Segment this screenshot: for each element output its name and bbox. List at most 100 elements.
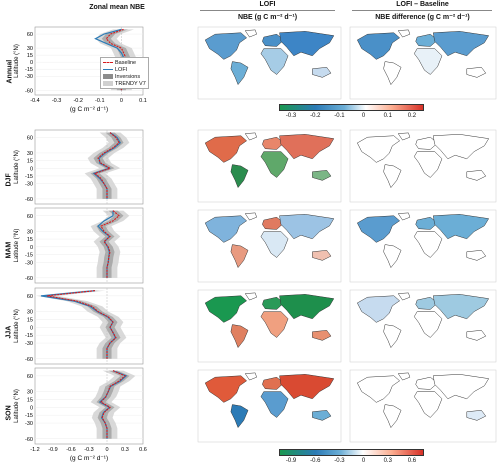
continent-au [466, 170, 487, 181]
x-tick-label: -0.1 [95, 98, 104, 104]
lat-tick-label: -15 [25, 174, 33, 180]
panel-frame [34, 287, 144, 365]
colorbar-tick-label: 0.2 [407, 113, 417, 119]
legend-lofi: LOFI [103, 66, 146, 73]
continent-eu [262, 216, 285, 230]
continent-gr [244, 212, 257, 221]
x-tick-label: 0.1 [139, 98, 147, 104]
diff-group-rule [352, 10, 492, 11]
continent-sa [383, 244, 402, 269]
lat-tick-label: -15 [25, 67, 33, 73]
continent-na [204, 135, 248, 163]
continent-sa [230, 61, 249, 86]
continent-af [413, 48, 443, 75]
diff-map-djf [349, 129, 497, 203]
y-axis-label: Latitude (°N) [14, 150, 20, 184]
legend-baseline: Baseline [103, 59, 146, 66]
lat-tick-label: 15 [27, 397, 33, 403]
x-tick-label: 0.6 [139, 447, 147, 453]
continent-as [432, 374, 490, 400]
colorbar-tick-label: 0.6 [407, 458, 417, 464]
x-tick-label: -0.3 [52, 98, 61, 104]
diff-map-jja [349, 289, 497, 363]
continent-af [260, 311, 289, 338]
continent-eu [262, 136, 285, 150]
lat-tick-label: 60 [27, 374, 33, 380]
legend: Baseline LOFI Inversions TRENDY V7 [100, 57, 149, 89]
lat-tick-label: 30 [27, 46, 33, 52]
continent-af [260, 48, 289, 75]
continent-gr [244, 29, 257, 38]
continent-au [466, 330, 487, 341]
lat-tick-label: -60 [25, 197, 33, 203]
continent-af [260, 151, 289, 178]
x-tick-label: -0.9 [48, 447, 57, 453]
x-tick-label: 0 [105, 447, 108, 453]
continent-af [413, 311, 443, 338]
lofi-map-mam [197, 209, 342, 283]
continent-gr [397, 292, 411, 301]
lofi-map-annual [197, 26, 342, 100]
continent-sa [383, 324, 402, 349]
x-tick-label: -0.4 [30, 98, 39, 104]
continent-as [432, 214, 490, 240]
continent-sa [383, 164, 402, 189]
continent-na [356, 215, 401, 243]
continent-eu [262, 296, 285, 310]
series-baseline-line [93, 132, 120, 199]
continent-na [204, 295, 248, 323]
continent-gr [397, 132, 411, 141]
continent-au [312, 170, 332, 181]
continent-af [413, 231, 443, 258]
continent-au [312, 67, 332, 78]
lat-tick-label: -15 [25, 253, 33, 259]
continent-na [204, 375, 248, 403]
continent-au [312, 250, 332, 261]
x-axis-label: (g C m⁻² d⁻¹) [70, 106, 108, 113]
colorbar-tick-label: -0.9 [285, 458, 297, 464]
lat-tick-label: -30 [25, 421, 33, 427]
panel-frame [34, 207, 144, 284]
continent-as [432, 134, 490, 160]
continent-eu [415, 33, 438, 47]
continent-gr [397, 372, 411, 381]
lat-tick-label: 30 [27, 310, 33, 316]
y-axis-label: Latitude (°N) [14, 309, 20, 343]
colorbar-tick-label: 0 [361, 458, 366, 464]
inversions-band [42, 290, 121, 359]
y-axis-label: Latitude (°N) [14, 44, 20, 78]
lat-tick-label: 60 [27, 214, 33, 220]
lat-tick-label: 0 [30, 325, 33, 331]
continent-as [432, 294, 490, 320]
diff-map-annual [349, 26, 497, 100]
continent-af [413, 151, 443, 178]
diff-map-son [349, 369, 497, 443]
continent-as [279, 294, 335, 320]
continent-gr [244, 132, 257, 141]
lat-tick-label: 30 [27, 229, 33, 235]
lat-tick-label: -15 [25, 333, 33, 339]
lat-tick-label: 15 [27, 237, 33, 243]
trendy-band [36, 290, 127, 359]
diff-map-mam [349, 209, 497, 283]
continent-eu [415, 216, 438, 230]
lat-tick-label: 60 [27, 32, 33, 38]
lat-tick-label: 15 [27, 159, 33, 165]
continent-af [413, 391, 443, 418]
series-baseline-line [46, 290, 117, 359]
continent-na [356, 32, 401, 60]
lat-tick-label: 0 [30, 60, 33, 66]
continent-na [356, 135, 401, 163]
colorbar-tick-label: -0.6 [310, 458, 321, 464]
lat-tick-label: 0 [30, 405, 33, 411]
lat-tick-label: 30 [27, 390, 33, 396]
continent-na [204, 215, 248, 243]
legend-trendy: TRENDY V7 [103, 80, 146, 87]
continent-au [312, 330, 332, 341]
col1-title: Zonal mean NBE [89, 4, 145, 11]
continent-na [356, 295, 401, 323]
continent-na [204, 32, 248, 60]
